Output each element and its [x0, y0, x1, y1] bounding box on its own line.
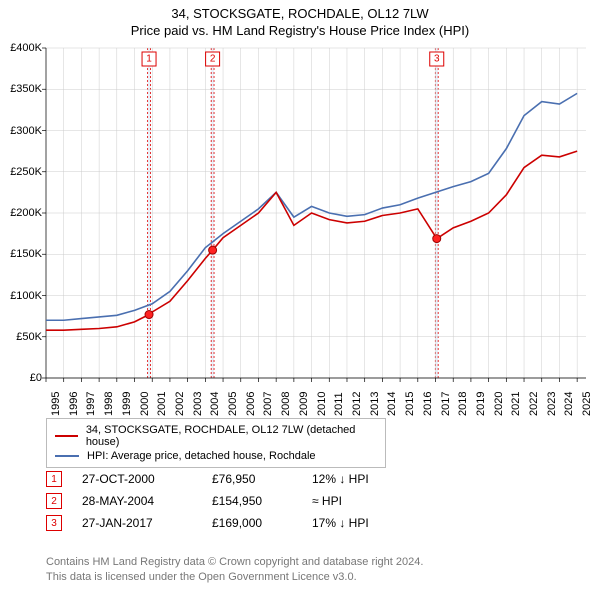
x-tick-label: 2016 — [422, 392, 434, 416]
sale-date: 27-JAN-2017 — [82, 516, 192, 530]
y-tick-label: £150K — [10, 248, 42, 260]
sales-table: 1 27-OCT-2000 £76,950 12% ↓ HPI 2 28-MAY-2004… — [46, 468, 392, 534]
x-tick-label: 1996 — [68, 392, 80, 416]
svg-text:2: 2 — [210, 54, 216, 65]
x-tick-label: 2014 — [386, 392, 398, 416]
y-tick-label: £300K — [10, 125, 42, 137]
sale-marker-box: 3 — [46, 515, 62, 531]
y-tick-label: £200K — [10, 207, 42, 219]
x-tick-label: 2003 — [192, 392, 204, 416]
x-tick-label: 2024 — [563, 392, 575, 416]
x-tick-label: 2022 — [528, 392, 540, 416]
sale-marker-box: 1 — [46, 471, 62, 487]
x-tick-label: 1997 — [85, 392, 97, 416]
y-axis-labels: £0£50K£100K£150K£200K£250K£300K£350K£400… — [2, 48, 44, 378]
x-tick-label: 2005 — [227, 392, 239, 416]
y-tick-label: £400K — [10, 42, 42, 54]
sale-diff: 17% ↓ HPI — [312, 516, 392, 530]
x-tick-label: 2023 — [546, 392, 558, 416]
x-tick-label: 2008 — [280, 392, 292, 416]
sale-diff: ≈ HPI — [312, 494, 392, 508]
x-tick-label: 2018 — [457, 392, 469, 416]
sale-date: 28-MAY-2004 — [82, 494, 192, 508]
x-tick-label: 2001 — [156, 392, 168, 416]
sale-row: 1 27-OCT-2000 £76,950 12% ↓ HPI — [46, 468, 392, 490]
svg-text:3: 3 — [434, 54, 440, 65]
legend-label: HPI: Average price, detached house, Roch… — [87, 450, 316, 462]
sale-diff: 12% ↓ HPI — [312, 472, 392, 486]
footer-line1: Contains HM Land Registry data © Crown c… — [46, 555, 423, 569]
x-tick-label: 2009 — [298, 392, 310, 416]
line-chart: 1 2 3 — [46, 48, 586, 378]
y-tick-label: £100K — [10, 290, 42, 302]
x-tick-label: 2012 — [351, 392, 363, 416]
legend-item: 34, STOCKSGATE, ROCHDALE, OL12 7LW (deta… — [55, 423, 377, 449]
x-tick-label: 2013 — [369, 392, 381, 416]
chart-area: £0£50K£100K£150K£200K£250K£300K£350K£400… — [46, 48, 586, 378]
legend-swatch — [55, 435, 78, 437]
sale-row: 2 28-MAY-2004 £154,950 ≈ HPI — [46, 490, 392, 512]
x-tick-label: 1999 — [121, 392, 133, 416]
title-block: 34, STOCKSGATE, ROCHDALE, OL12 7LW Price… — [0, 0, 600, 38]
x-tick-label: 2021 — [510, 392, 522, 416]
x-tick-label: 2015 — [404, 392, 416, 416]
x-tick-label: 2002 — [174, 392, 186, 416]
x-tick-label: 2011 — [333, 392, 345, 416]
footer-attribution: Contains HM Land Registry data © Crown c… — [46, 555, 423, 584]
footer-line2: This data is licensed under the Open Gov… — [46, 570, 423, 584]
sale-marker-box: 2 — [46, 493, 62, 509]
x-tick-label: 2025 — [581, 392, 593, 416]
sale-row: 3 27-JAN-2017 £169,000 17% ↓ HPI — [46, 512, 392, 534]
x-tick-label: 1998 — [103, 392, 115, 416]
x-tick-label: 2000 — [139, 392, 151, 416]
legend-label: 34, STOCKSGATE, ROCHDALE, OL12 7LW (deta… — [86, 424, 377, 448]
sale-price: £154,950 — [212, 494, 292, 508]
title-address: 34, STOCKSGATE, ROCHDALE, OL12 7LW — [0, 6, 600, 21]
sale-price: £76,950 — [212, 472, 292, 486]
legend-swatch — [55, 455, 79, 457]
svg-text:1: 1 — [146, 54, 152, 65]
y-tick-label: £250K — [10, 166, 42, 178]
x-tick-label: 2010 — [316, 392, 328, 416]
y-tick-label: £50K — [16, 331, 42, 343]
y-tick-label: £350K — [10, 83, 42, 95]
x-tick-label: 2004 — [209, 392, 221, 416]
chart-container: 34, STOCKSGATE, ROCHDALE, OL12 7LW Price… — [0, 0, 600, 590]
x-tick-label: 2019 — [475, 392, 487, 416]
x-tick-label: 1995 — [50, 392, 62, 416]
x-tick-label: 2020 — [493, 392, 505, 416]
x-tick-label: 2017 — [440, 392, 452, 416]
x-tick-label: 2006 — [245, 392, 257, 416]
title-subtitle: Price paid vs. HM Land Registry's House … — [0, 23, 600, 38]
sale-date: 27-OCT-2000 — [82, 472, 192, 486]
y-tick-label: £0 — [30, 372, 42, 384]
legend: 34, STOCKSGATE, ROCHDALE, OL12 7LW (deta… — [46, 418, 386, 468]
legend-item: HPI: Average price, detached house, Roch… — [55, 449, 377, 463]
sale-price: £169,000 — [212, 516, 292, 530]
x-tick-label: 2007 — [262, 392, 274, 416]
